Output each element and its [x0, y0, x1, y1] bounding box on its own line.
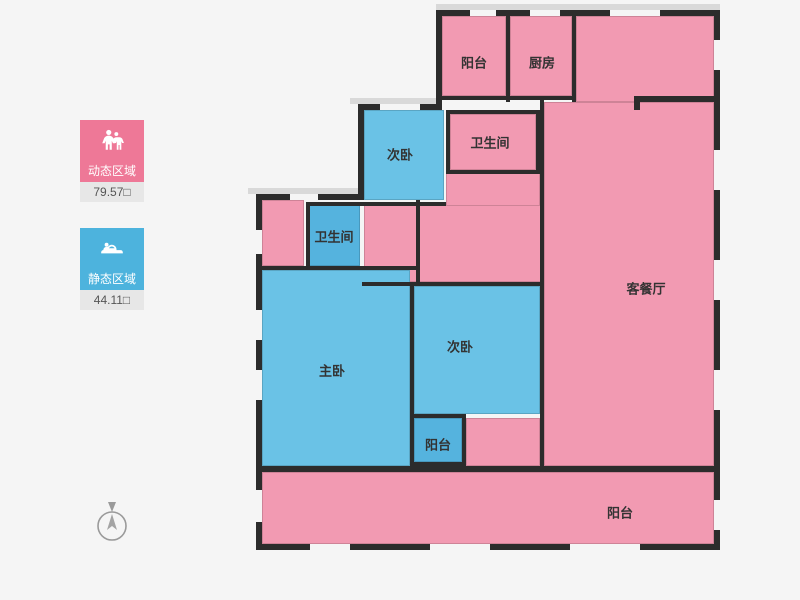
wall-opening: [290, 194, 318, 200]
inner-wall: [362, 202, 446, 206]
wall-opening: [256, 370, 262, 400]
wall-opening: [256, 310, 262, 340]
room-label-balcony_top: 阳台: [461, 53, 487, 72]
wall-opening: [570, 544, 640, 550]
wall-opening: [380, 104, 420, 110]
room-label-master: 主卧: [319, 361, 345, 380]
outer-wall: [436, 10, 442, 110]
outer-wall: [634, 96, 720, 102]
wall-opening: [310, 544, 350, 550]
inner-wall: [416, 200, 420, 286]
inner-wall: [260, 266, 420, 270]
wall-opening: [470, 10, 496, 16]
legend-dynamic-value: 79.57□: [80, 182, 144, 202]
inner-wall: [572, 16, 576, 102]
room-label-bed2_top: 次卧: [387, 145, 413, 164]
wall-opening: [714, 260, 720, 300]
inner-wall: [410, 286, 414, 466]
inner-wall: [410, 414, 466, 418]
wall-opening: [256, 490, 262, 522]
inner-wall: [462, 414, 466, 466]
wall-opening: [430, 544, 490, 550]
inner-wall: [446, 170, 540, 174]
wall-opening: [714, 370, 720, 410]
sleep-icon: [80, 228, 144, 268]
wall-opening: [610, 10, 660, 16]
wall-opening: [714, 150, 720, 190]
room-label-balcony_mid: 阳台: [425, 435, 451, 454]
compass-icon: [90, 500, 134, 544]
room-label-bed2_mid: 次卧: [447, 337, 473, 356]
room-label-balcony_bottom: 阳台: [607, 503, 633, 522]
room-label-bath_left: 卫生间: [314, 227, 353, 246]
outer-wall: [634, 96, 640, 110]
room-label-kitchen: 厨房: [529, 53, 555, 72]
room-label-bath_top: 卫生间: [470, 133, 509, 152]
room-below_bed2: [466, 418, 540, 466]
floor-plan: 阳台厨房卫生间次卧卫生间主卧次卧阳台客餐厅阳台: [250, 10, 730, 570]
inner-wall: [362, 282, 544, 286]
room-bed2_mid: [414, 286, 540, 414]
outer-wall: [358, 104, 364, 200]
legend-static: 静态区域 44.11□: [80, 228, 144, 310]
room-left_strip: [262, 200, 304, 266]
inner-wall: [306, 202, 362, 206]
wall-opening: [714, 500, 720, 530]
room-hall_mid: [446, 170, 540, 206]
room-balcony_bottom: [262, 472, 714, 544]
legend: 动态区域 79.57□ 静态区域 44.11□: [80, 120, 144, 336]
inner-wall: [446, 110, 540, 114]
inner-wall: [506, 16, 510, 102]
inner-wall: [440, 96, 576, 100]
legend-dynamic: 动态区域 79.57□: [80, 120, 144, 202]
inner-wall: [446, 110, 450, 174]
legend-dynamic-title: 动态区域: [80, 160, 144, 182]
outer-wall: [256, 466, 720, 472]
room-label-living: 客餐厅: [626, 279, 665, 298]
wall-opening: [256, 230, 262, 254]
wall-opening: [530, 10, 560, 16]
legend-static-title: 静态区域: [80, 268, 144, 290]
legend-static-value: 44.11□: [80, 290, 144, 310]
room-living_top: [576, 16, 714, 102]
stage: 动态区域 79.57□ 静态区域 44.11□ 阳台厨房卫生间次卧卫生间主卧次卧…: [0, 0, 800, 600]
wall-opening: [714, 40, 720, 70]
people-icon: [80, 120, 144, 160]
inner-wall: [306, 202, 310, 266]
